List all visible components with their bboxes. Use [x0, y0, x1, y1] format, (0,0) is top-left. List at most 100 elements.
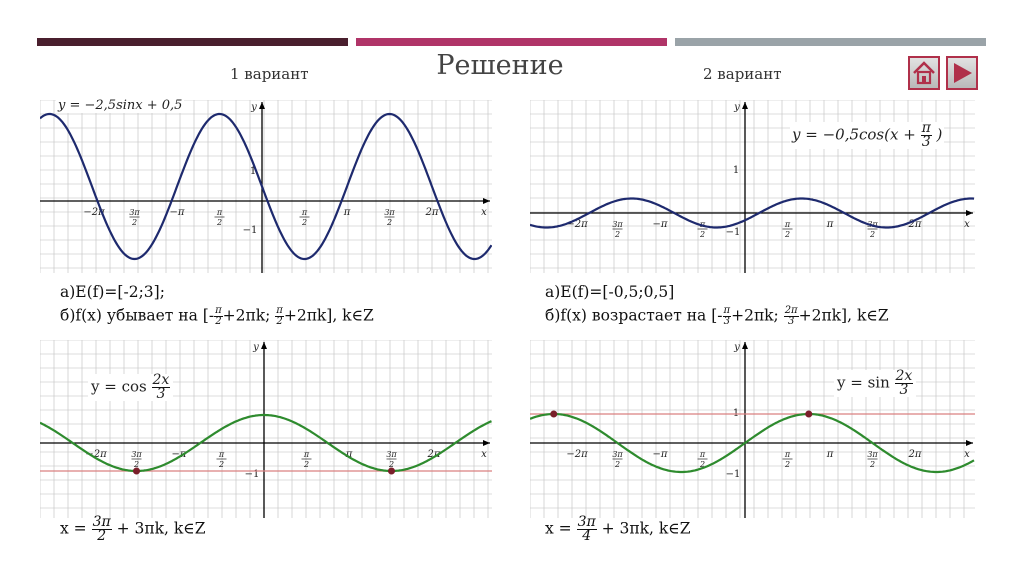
g4-tick-3pi2-num: 3π [867, 450, 878, 459]
g4-curve [530, 412, 975, 474]
answer-4-fn: 3π [576, 514, 597, 530]
g3-tick-3pi2-num: 3π [386, 450, 397, 459]
g1-tick-negpi: −π [170, 207, 185, 218]
answer-3: x = 3π 2 + 3πk, k∈Z [60, 514, 206, 544]
g1-tick-3pi2-den: 2 [386, 218, 392, 227]
g3-tick-negpi2-num: π [218, 450, 225, 459]
g4-tick-neg3pi2-den: 2 [614, 460, 620, 469]
answer-3-fd: 2 [97, 528, 107, 544]
g1-tick-neg3pi2-num: 3π [129, 208, 140, 217]
graph-panel-2: x y −2π 3π 2 −π π 2 π 2 π 3π 2 2π 1 −1 [530, 100, 975, 273]
g1-y-arrow [259, 102, 265, 109]
answer-3-fn: 3π [91, 514, 112, 530]
g4-tick-negpi: −π [653, 449, 668, 460]
g1-y-label: y [250, 102, 257, 113]
g4-tick-pi: π [826, 449, 834, 460]
answer-2b-prefix: б)f(x) возрастает на [- [545, 306, 723, 325]
g3-tick-2pi: 2π [427, 449, 441, 460]
answer-2b-suffix: +2πk], k∈Z [798, 306, 889, 325]
g4-tick-negpi2-den: 2 [699, 460, 705, 469]
g1-tick-pi: π [343, 207, 351, 218]
g2-tick-negpi2-den: 2 [699, 230, 705, 239]
g3-y-arrow [261, 342, 267, 349]
home-button[interactable] [908, 56, 940, 90]
g4-x-arrow [966, 440, 973, 446]
answer-4-prefix: x = [545, 519, 572, 538]
g1-tick-neg3pi2-den: 2 [131, 218, 137, 227]
g2-minus-one: −1 [726, 227, 741, 238]
g4-y-label: y [733, 342, 740, 353]
g1-x-arrow [483, 198, 490, 204]
g3-y-label: y [252, 342, 259, 353]
g4-point-right [805, 410, 813, 418]
g4-tick-3pi2-den: 2 [869, 460, 875, 469]
answer-3-suffix: + 3πk, k∈Z [116, 519, 206, 538]
g1-one: 1 [250, 166, 256, 177]
g4-tick-2pi: 2π [908, 449, 922, 460]
g2-tick-neg3pi2-den: 2 [614, 230, 620, 239]
answer-2b-f1n: π [722, 305, 732, 317]
header-bar-left [37, 38, 348, 46]
g4-y-arrow [742, 342, 748, 349]
answer-2b: б)f(x) возрастает на [- π 3 +2πk; 2π 3 +2πk],… [545, 306, 889, 327]
g2-x-label: x [964, 219, 970, 230]
g1-tick-negpi2-num: π [216, 208, 223, 217]
answer-1b-suffix: +2πk], k∈Z [283, 306, 374, 325]
answer-2b-f1d: 3 [723, 316, 730, 327]
answer-2a: а)E(f)=[-0,5;0,5] [545, 283, 675, 301]
g3-tick-3pi2-den: 2 [388, 460, 394, 469]
g4-x-label: x [964, 449, 970, 460]
graph-panel-3: x y −2π 3π 2 −π π 2 π 2 π 3π 2 2π −1 [40, 340, 492, 518]
answer-1b-f2n: π [275, 305, 284, 317]
header-bar-middle [356, 38, 667, 46]
g3-tick-pi2-den: 2 [303, 460, 309, 469]
g1-tick-pi2-num: π [301, 208, 308, 217]
formula-2-prefix: y = −0,5cos(x + [792, 125, 916, 144]
g4-tick-pi2-num: π [784, 450, 791, 459]
answer-4: x = 3π 4 + 3πk, k∈Z [545, 514, 691, 543]
formula-4: y = sin 2x 3 [834, 369, 917, 398]
play-right-icon [954, 63, 972, 83]
g4-tick-neg3pi2-num: 3π [612, 450, 623, 459]
g2-tick-neg2pi: −2π [566, 219, 588, 230]
g3-point-right [388, 467, 395, 475]
g3-x-arrow [483, 440, 490, 446]
formula-4-frac-den: 3 [899, 382, 909, 398]
g2-one: 1 [733, 165, 739, 176]
answer-4-suffix: + 3πk, k∈Z [601, 519, 691, 538]
g3-tick-neg2pi: −2π [85, 449, 107, 460]
g3-point-left [133, 467, 140, 475]
graph-panel-1: x y −2π 3π 2 −π π 2 π 2 π 3π 2 2π 1 −1 [40, 100, 492, 273]
g1-tick-negpi2-den: 2 [216, 218, 222, 227]
formula-4-prefix: y = sin [837, 373, 890, 392]
g1-curve [40, 112, 492, 261]
g3-curve [40, 413, 492, 473]
g4-point-left [550, 410, 558, 418]
answer-1a: а)E(f)=[-2;3]; [60, 283, 165, 301]
g2-tick-pi: π [826, 219, 834, 230]
home-icon [913, 61, 935, 85]
answer-2b-f2n: 2π [783, 305, 799, 317]
g4-tick-neg2pi: −2π [566, 449, 588, 460]
g2-tick-3pi2-den: 2 [869, 230, 875, 239]
next-slide-button[interactable] [946, 56, 978, 90]
g3-x-label: x [481, 449, 487, 460]
formula-3-frac-num: 2x [151, 372, 171, 388]
g3-minus-one: −1 [245, 469, 260, 480]
g2-tick-pi2-num: π [784, 220, 791, 229]
formula-3-prefix: y = cos [91, 377, 147, 396]
slide-title: Решение [436, 50, 564, 81]
g2-tick-neg3pi2-num: 3π [612, 220, 623, 229]
answer-1b-f2d: 2 [276, 316, 283, 327]
variant-2-label: 2 вариант [703, 65, 782, 83]
formula-3-frac-den: 3 [156, 386, 166, 402]
g2-tick-pi2-den: 2 [784, 230, 790, 239]
answer-3-prefix: x = [60, 519, 87, 538]
answer-2b-f2d: 3 [787, 316, 795, 327]
variant-1-label: 1 вариант [230, 65, 309, 83]
answer-1b-prefix: б)f(x) убывает на [- [60, 306, 215, 325]
g1-tick-neg2pi: −2π [83, 207, 105, 218]
g3-tick-negpi2-den: 2 [218, 460, 224, 469]
